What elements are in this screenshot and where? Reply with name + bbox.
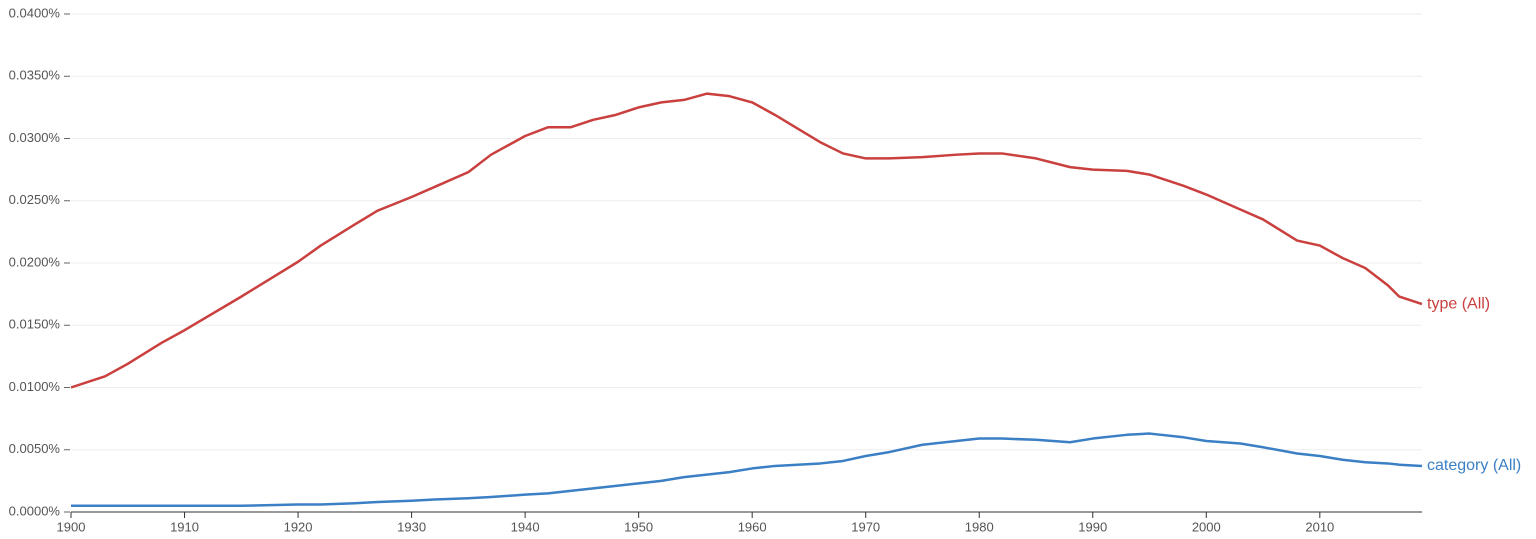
y-tick-label: 0.0150% bbox=[9, 317, 61, 332]
y-tick-label: 0.0350% bbox=[9, 68, 61, 83]
y-tick-label: 0.0050% bbox=[9, 441, 61, 456]
x-tick-label: 1970 bbox=[851, 519, 880, 534]
x-tick-label: 1930 bbox=[397, 519, 426, 534]
y-tick-label: 0.0000% bbox=[9, 503, 61, 518]
x-tick-label: 2010 bbox=[1305, 519, 1334, 534]
series-label: category (All) bbox=[1427, 457, 1521, 474]
series-label: type (All) bbox=[1427, 295, 1490, 312]
series-line bbox=[70, 92, 1423, 389]
x-tick-label: 1920 bbox=[284, 519, 313, 534]
x-tick-label: 2000 bbox=[1192, 519, 1221, 534]
x-tick-label: 1940 bbox=[511, 519, 540, 534]
y-tick-label: 0.0250% bbox=[9, 192, 61, 207]
x-tick-label: 1950 bbox=[624, 519, 653, 534]
x-tick-label: 1990 bbox=[1078, 519, 1107, 534]
y-tick-label: 0.0200% bbox=[9, 254, 61, 269]
y-tick-label: 0.0300% bbox=[9, 130, 61, 145]
series-line bbox=[71, 432, 1423, 508]
x-tick-label: 1910 bbox=[170, 519, 199, 534]
y-tick-label: 0.0400% bbox=[9, 5, 61, 20]
x-tick-label: 1980 bbox=[965, 519, 994, 534]
y-tick-label: 0.0100% bbox=[9, 379, 61, 394]
x-tick-label: 1960 bbox=[738, 519, 767, 534]
x-tick-label: 1900 bbox=[57, 519, 86, 534]
